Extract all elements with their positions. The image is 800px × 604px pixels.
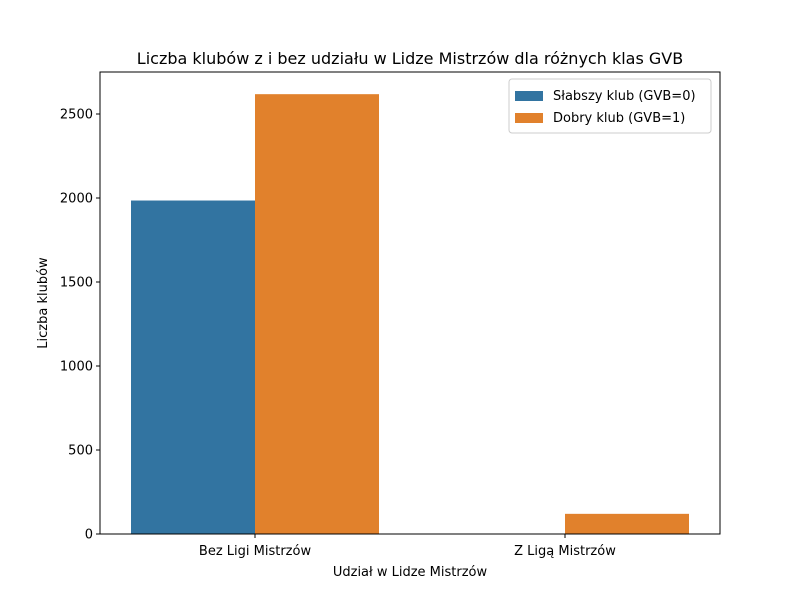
- x-axis-ticks: Bez Ligi Mistrzów Z Ligą Mistrzów: [199, 534, 616, 559]
- bars-group: [131, 94, 689, 535]
- y-tick-label: 1000: [60, 360, 93, 375]
- legend-swatch: [515, 113, 543, 123]
- legend: Słabszy klub (GVB=0) Dobry klub (GVB=1): [508, 78, 712, 134]
- legend-box: [508, 78, 712, 134]
- bar-good-1: [565, 513, 689, 534]
- bar-good-0: [255, 94, 379, 535]
- legend-swatch: [515, 91, 543, 101]
- legend-label: Słabszy klub (GVB=0): [553, 89, 696, 104]
- y-tick-label: 0: [85, 528, 93, 543]
- x-tick-label: Z Ligą Mistrzów: [514, 544, 616, 559]
- y-tick-label: 2500: [60, 108, 93, 123]
- bar-weaker-0: [131, 200, 255, 534]
- y-tick-label: 1500: [60, 276, 93, 291]
- plot-frame: [99, 71, 721, 535]
- legend-label: Dobry klub (GVB=1): [553, 111, 685, 126]
- y-tick-label: 500: [68, 444, 93, 459]
- y-axis-label: Liczba klubów: [36, 257, 51, 349]
- x-tick-label: Bez Ligi Mistrzów: [199, 544, 312, 559]
- chart-title: Liczba klubów z i bez udziału w Lidze Mi…: [137, 49, 683, 68]
- y-tick-label: 2000: [60, 192, 93, 207]
- y-axis-ticks: 0 500 1000 1500 2000 2500: [60, 108, 100, 543]
- x-axis-label: Udział w Lidze Mistrzów: [333, 565, 488, 580]
